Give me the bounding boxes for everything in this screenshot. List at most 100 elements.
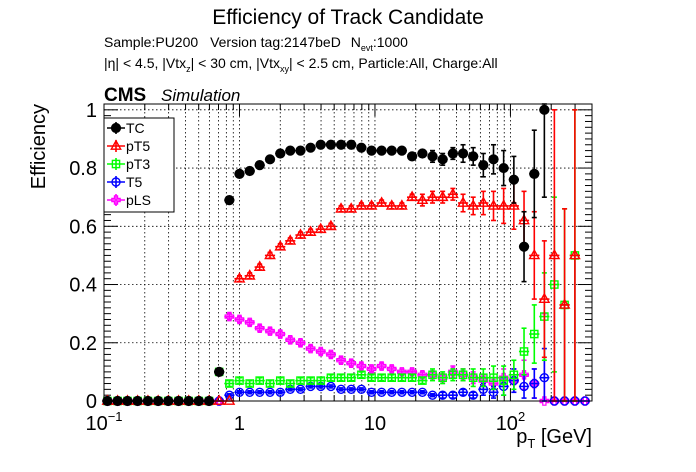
data-point (356, 361, 367, 371)
legend-entry-pt5: pT5 (107, 138, 150, 154)
data-point (295, 337, 306, 348)
data-point (518, 241, 530, 252)
chart-title: Efficiency of Track Candidate (212, 6, 484, 29)
data-point (366, 364, 377, 374)
data-point (244, 317, 255, 328)
data-point (377, 373, 386, 383)
data-point (407, 387, 417, 397)
data-point (284, 234, 297, 245)
cms-label: CMS (104, 85, 146, 106)
data-point (507, 199, 520, 210)
data-point (356, 384, 367, 395)
data-point (326, 381, 336, 392)
nevt-value: :1000 (373, 34, 408, 50)
data-point (458, 387, 468, 397)
data-point (235, 376, 244, 385)
data-point (397, 373, 407, 383)
data-point (498, 162, 509, 174)
x-tick-label-base: 1 (234, 413, 245, 435)
data-point (426, 190, 439, 202)
data-point (508, 174, 519, 185)
data-point (427, 151, 438, 162)
data-point (447, 148, 458, 159)
data-point (326, 349, 336, 360)
legend-entry-tc: TC (107, 120, 145, 136)
data-point (528, 248, 541, 260)
legend-entry-pt3: pT3 (107, 156, 150, 172)
data-point (436, 190, 449, 202)
data-point (110, 139, 122, 150)
x-axis-label-sub: T (527, 436, 535, 451)
chart-subtitle-line1: Sample:PU200 Version tag:2147beD Nevt:10… (104, 34, 408, 53)
data-point (499, 376, 508, 385)
data-point (488, 154, 499, 165)
data-point (325, 219, 337, 231)
data-point (335, 139, 347, 150)
data-point (255, 376, 264, 385)
data-point (406, 190, 418, 202)
data-point (305, 343, 316, 354)
data-point (234, 387, 245, 397)
data-point (336, 373, 346, 383)
legend-entry-pls: pLS (107, 192, 151, 208)
data-point (417, 369, 428, 380)
vtx-mid: | < 30 cm, |Vtx (191, 55, 280, 71)
data-point (316, 376, 326, 385)
version-label: Version tag:2147beD (210, 34, 341, 50)
data-point (346, 358, 357, 368)
x-axis-label-unit: [GeV] (535, 426, 592, 448)
data-point (417, 387, 428, 397)
data-point (315, 346, 326, 357)
simulation-label: Simulation (161, 86, 240, 105)
data-point (529, 168, 540, 179)
data-point (529, 378, 539, 389)
data-point (396, 145, 407, 156)
data-point (437, 154, 448, 165)
data-point (427, 390, 438, 400)
data-point (111, 177, 121, 187)
data-point (367, 373, 376, 383)
cuts-rest: | < 2.5 cm, Particle:All, Charge:All (289, 55, 498, 71)
data-point (457, 148, 469, 159)
data-point (498, 372, 509, 383)
data-point (538, 292, 551, 303)
data-point (275, 387, 285, 397)
data-point (568, 248, 581, 260)
legend-label: pLS (126, 192, 151, 208)
data-point (478, 160, 489, 171)
data-point (509, 370, 519, 380)
data-point (458, 370, 468, 380)
data-series (101, 103, 591, 407)
data-point (417, 148, 428, 159)
nevt-prefix: N (351, 34, 361, 50)
data-point (325, 139, 337, 150)
series-tc (102, 103, 550, 407)
data-point (285, 145, 296, 156)
data-point (407, 373, 417, 383)
data-point (224, 311, 235, 322)
data-point (234, 168, 245, 179)
data-point (406, 151, 418, 162)
data-point (275, 376, 285, 385)
data-point (285, 379, 295, 388)
data-point (519, 347, 529, 356)
data-point (304, 225, 317, 237)
data-point (395, 199, 408, 210)
data-point (375, 196, 388, 207)
data-point (558, 298, 571, 309)
data-point (468, 373, 478, 383)
data-point (264, 248, 276, 260)
data-point (355, 199, 368, 210)
data-point (213, 394, 226, 405)
data-point (529, 329, 539, 339)
data-point (376, 361, 387, 371)
x-tick-label: 1 (234, 413, 245, 435)
data-point (335, 202, 347, 213)
data-point (294, 228, 307, 239)
data-point (428, 370, 437, 380)
data-point (295, 145, 306, 156)
data-point (296, 376, 305, 385)
data-point (467, 199, 480, 210)
data-point (315, 139, 326, 150)
